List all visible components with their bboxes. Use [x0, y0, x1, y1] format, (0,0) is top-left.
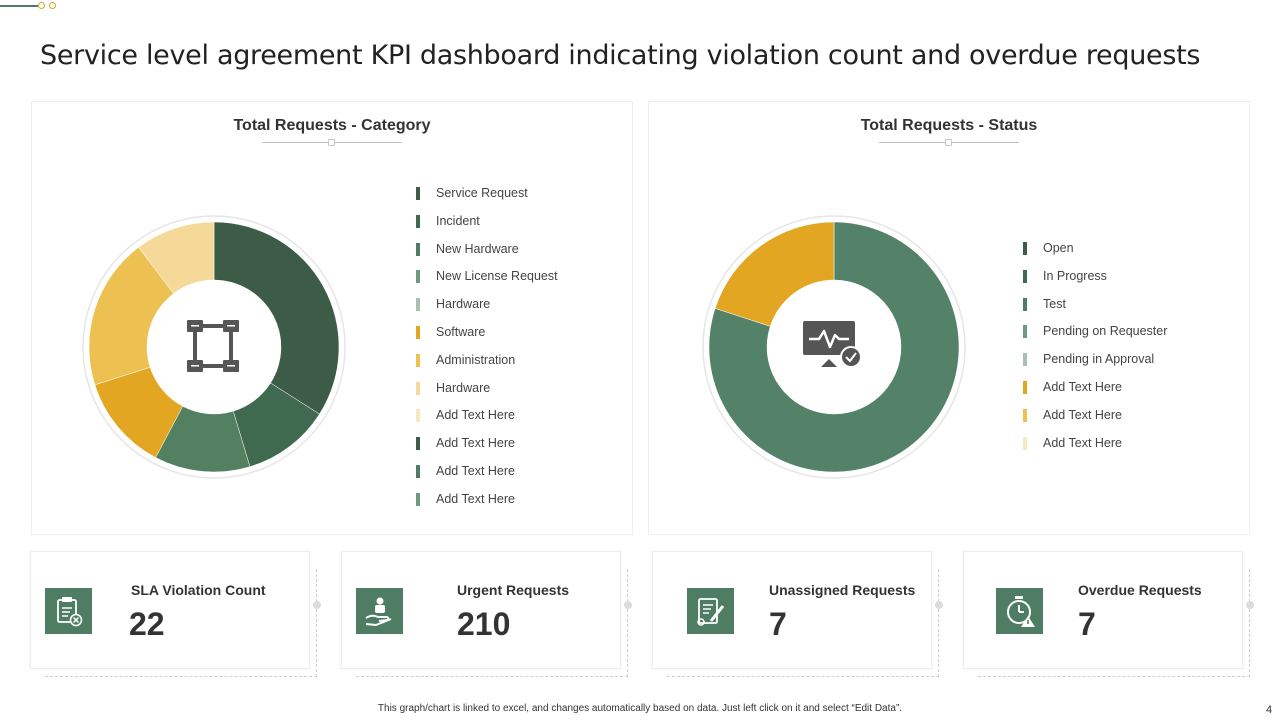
- kpi-value-urgent-requests: 210: [457, 606, 511, 642]
- legend-swatch: [416, 187, 420, 200]
- status-panel: Total Requests - Status Open In Progress T…: [648, 101, 1250, 535]
- status-legend: Open In Progress Test Pending on Requester P…: [1023, 241, 1223, 461]
- legend-label: Add Text Here: [1043, 380, 1122, 394]
- legend-swatch: [1023, 325, 1027, 339]
- legend-swatch: [416, 409, 420, 423]
- kpi-card-overdue-requests[interactable]: Overdue Requests 7: [963, 551, 1243, 669]
- category-legend: Service Request Incident New Hardware New L…: [416, 186, 616, 516]
- legend-swatch: [416, 465, 420, 478]
- legend-swatch: [1023, 297, 1027, 311]
- legend-label: New License Request: [436, 269, 558, 284]
- legend-label: Add Text Here: [436, 436, 515, 451]
- legend-label: Add Text Here: [436, 491, 515, 506]
- kpi-card-unassigned-requests[interactable]: Unassigned Requests 7: [652, 551, 932, 669]
- stopwatch-warning-icon: [996, 588, 1043, 634]
- legend-swatch: [416, 270, 420, 284]
- kpi-frame-1: [45, 569, 321, 677]
- status-panel-title: Total Requests - Status: [860, 117, 1038, 134]
- legend-swatch: [416, 214, 420, 228]
- page-title: Service level agreement KPI dashboard in…: [40, 40, 1201, 71]
- page-number: 4: [1266, 704, 1273, 716]
- kpi-label-unassigned-requests: Unassigned Requests: [769, 582, 916, 598]
- kpi-card-urgent-requests[interactable]: Urgent Requests 210: [341, 551, 621, 669]
- category-donut-chart[interactable]: [79, 212, 349, 482]
- kpi-frame-4: [978, 569, 1254, 677]
- legend-swatch: [416, 381, 420, 395]
- category-donut-slice-5[interactable]: [138, 221, 215, 294]
- legend-swatch: [416, 298, 420, 312]
- legend-swatch: [1023, 381, 1027, 394]
- category-panel-title: Total Requests - Category: [233, 117, 431, 134]
- footnote: This graph/chart is linked to excel, and…: [377, 703, 903, 714]
- top-decoration: [0, 0, 80, 12]
- status-donut-slice-0[interactable]: [708, 221, 960, 473]
- category-panel: Total Requests - Category Service Req: [31, 101, 633, 535]
- kpi-card-sla-violation[interactable]: SLA Violation Count 22: [30, 551, 310, 669]
- legend-swatch: [416, 437, 420, 451]
- legend-label: Service Request: [436, 186, 528, 200]
- legend-label: Add Text Here: [1043, 435, 1122, 450]
- legend-swatch: [1023, 436, 1027, 450]
- legend-swatch: [416, 492, 420, 506]
- legend-swatch: [416, 353, 420, 367]
- category-title-underline: [262, 139, 402, 146]
- legend-label: Hardware: [436, 380, 491, 395]
- document-edit-icon: [687, 588, 734, 634]
- kpi-frame-3: [667, 569, 943, 677]
- legend-label: Add Text Here: [436, 464, 515, 478]
- category-donut-outer-ring: [82, 215, 346, 479]
- kpi-label-sla-violation: SLA Violation Count: [131, 582, 266, 598]
- legend-label: Add Text Here: [1043, 407, 1122, 422]
- status-donut-chart[interactable]: [699, 212, 969, 482]
- legend-swatch: [416, 326, 420, 339]
- legend-label: Hardware: [436, 297, 491, 312]
- kpi-value-unassigned-requests: 7: [769, 606, 787, 642]
- legend-label: Add Text Here: [436, 408, 515, 423]
- kpi-value-overdue-requests: 7: [1078, 606, 1096, 642]
- legend-label: Software: [436, 325, 486, 339]
- legend-label: Incident: [436, 213, 480, 228]
- status-donut-outer-ring: [702, 215, 966, 479]
- legend-label: New Hardware: [436, 241, 519, 256]
- legend-swatch: [1023, 242, 1027, 255]
- monitor-check-icon: [799, 317, 865, 380]
- legend-swatch: [1023, 353, 1027, 367]
- legend-label: Pending in Approval: [1043, 352, 1155, 367]
- legend-swatch: [1023, 408, 1027, 422]
- status-title-underline: [879, 139, 1019, 146]
- legend-label: Open: [1043, 241, 1074, 255]
- kpi-frame-2: [356, 569, 632, 677]
- legend-label: Test: [1043, 296, 1066, 311]
- hand-support-icon: [356, 588, 403, 634]
- kpi-label-urgent-requests: Urgent Requests: [457, 582, 570, 598]
- category-donut-slice-0[interactable]: [213, 221, 340, 415]
- legend-swatch: [416, 242, 420, 256]
- legend-label: Pending on Requester: [1043, 324, 1168, 339]
- legend-label: Administration: [436, 352, 516, 367]
- legend-swatch: [1023, 269, 1027, 283]
- contract-cancel-icon: [45, 588, 92, 634]
- legend-label: In Progress: [1043, 268, 1107, 283]
- kpi-value-sla-violation: 22: [129, 606, 165, 642]
- network-nodes-icon: [185, 318, 241, 379]
- status-donut-slice-1[interactable]: [714, 221, 835, 327]
- kpi-label-overdue-requests: Overdue Requests: [1078, 582, 1202, 598]
